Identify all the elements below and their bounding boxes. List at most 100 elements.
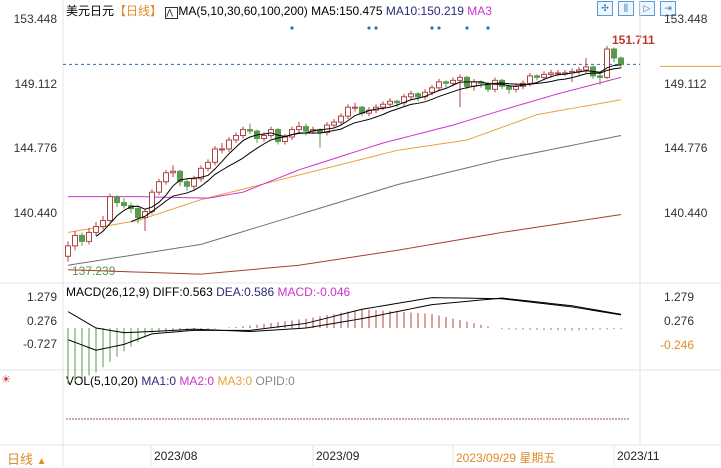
candle-body [149,191,155,213]
candle-body [534,75,540,78]
candle-body [184,181,190,187]
candle-body [527,75,533,84]
candle-body [450,79,456,84]
ma10-value: MA10:150.219 [385,4,464,18]
y-axis-label-right: 144.776 [664,141,708,156]
candle-body [303,126,309,132]
candle-body [233,135,239,141]
candle-body [212,148,218,163]
dea-value: DEA:0.586 [216,285,275,299]
candle-body [289,129,295,138]
ma10-line [130,67,622,223]
macd-axis-label-left: 0.276 [26,313,57,328]
x-axis-label: 2023/11 [617,449,660,463]
x-axis-label: 2023/09 [316,449,360,463]
macd-label: MACD(26,12,9) [66,285,150,299]
candle-body [338,115,344,123]
candle-body [541,73,547,78]
vol-ma1: MA1:0 [141,374,177,388]
period-selector[interactable]: 【日线】 [114,4,163,18]
y-axis-label-left: 144.776 [13,141,57,156]
candle-body [380,103,386,108]
candle-body [86,231,92,242]
crosshair-icon[interactable]: ✣ [597,1,613,16]
triangle-up-icon: ▲ [36,456,47,467]
dea-line [67,297,622,334]
candle-body [107,196,113,222]
candle-body [394,100,400,104]
candle-body [296,126,302,131]
macd-axis-label-left: 1.279 [26,290,57,305]
candle-body [576,69,582,72]
candle-body [583,66,589,71]
settings-sun-icon[interactable]: ☀ [1,374,11,386]
candle-body [345,106,351,117]
candle-body [121,202,127,207]
ma200-line [67,214,622,275]
candle-body [457,76,463,81]
candle-body [198,167,204,180]
macd-marker-label: -0.246 [660,338,695,352]
candle-body [72,234,78,247]
signal-dot [374,26,378,30]
candle-body [387,100,393,105]
candle-body [282,136,288,142]
chart-toolbar: ✣ ⫼ ▷ ⇥ [597,1,676,16]
candle-body [408,93,414,98]
period-footer-button[interactable]: 日线 ▲ [7,449,47,468]
candle-body [79,234,85,242]
candle-body [331,121,337,126]
macd-header: MACD(26,12,9) DIFF:0.563 DEA:0.586 MACD:… [66,285,350,299]
zoom-range-icon[interactable]: ⫼ [618,1,634,16]
vol-label: VOL(5,10,20) [66,374,139,388]
signal-dot [437,26,441,30]
diff-line [67,297,622,351]
candle-body [261,135,267,140]
candle-body [492,79,498,90]
candle-body [205,161,211,169]
chart-title: 美元日元【日线】 ⋀ MA(5,10,30,60,100,200) MA5:150… [66,2,492,19]
candle-body [604,48,610,78]
candle-body [436,81,442,89]
ma30-line [68,76,622,199]
candle-body [114,196,120,204]
y-axis-label-left: 149.112 [14,76,58,91]
signal-dot [486,26,490,30]
x-axis-label: 2023/09/29 星期五 [456,451,556,465]
vol-ma3: MA3:0 [217,374,253,388]
candle-body [429,87,435,93]
x-axis-label: 2023/08 [154,449,198,463]
ma100-line [67,135,622,266]
y-axis-label-left: 140.440 [13,205,57,220]
vol-header: VOL(5,10,20) MA1:0 MA2:0 MA3:0 OPID:0 [66,374,295,388]
candle-body [240,129,246,137]
candle-body [219,148,225,151]
candle-body [548,72,554,75]
y-axis-label-right: 153.448 [664,12,708,26]
ma-label: MA(5,10,30,60,100,200) [178,4,308,18]
ma60-line [67,99,622,233]
candle-body [93,225,99,233]
candle-body [156,181,162,193]
candle-body [597,75,603,78]
candle-body [415,93,421,98]
signal-dot [367,26,371,30]
candle-body [226,139,232,150]
ma5-value: MA5:150.475 [311,4,383,18]
candle-body [65,245,71,257]
candle-body [611,48,617,59]
macd-value: MACD:-0.046 [277,285,351,299]
candle-body [352,106,358,109]
vol-ma2: MA2:0 [179,374,215,388]
symbol: 美元日元 [66,4,115,18]
signal-dot [430,26,434,30]
exit-icon[interactable]: ⇥ [660,1,676,16]
candle-body [618,57,624,65]
macd-axis-label-right: 1.279 [664,290,695,305]
candle-body [177,170,183,183]
candle-body [443,81,449,84]
ma-chart-icon[interactable]: ⋀ [165,7,179,19]
macd-axis-label-left: -0.727 [22,337,57,351]
signal-dot [290,26,294,30]
